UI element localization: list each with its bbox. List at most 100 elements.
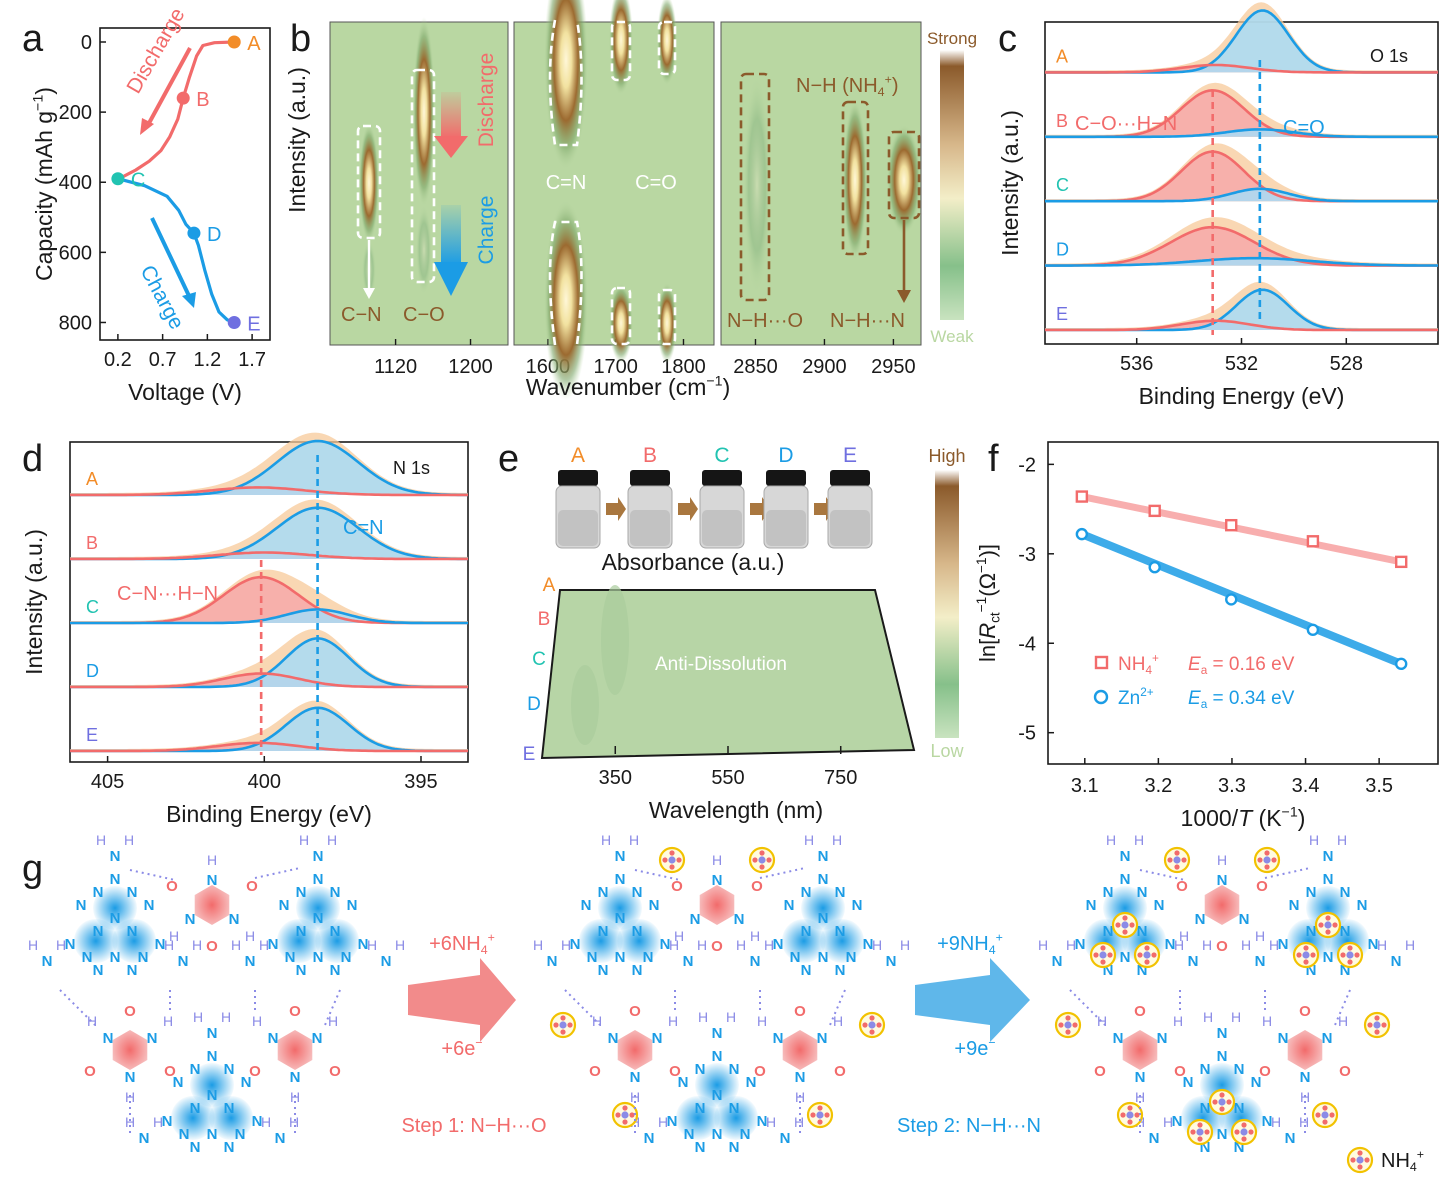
peak-line-red-d-B — [70, 551, 468, 561]
atom-H: H — [1173, 1013, 1183, 1029]
sample-label-d-D: D — [86, 661, 99, 681]
amine-N: N — [780, 1130, 791, 1147]
nh4-ion — [658, 846, 686, 874]
atom-O: O — [246, 878, 258, 895]
atom-H: H — [328, 1013, 338, 1029]
nh4-h — [1122, 915, 1128, 921]
nh4-ion — [858, 1011, 886, 1039]
nh4-h — [567, 1022, 573, 1028]
data-point-nh — [1395, 555, 1408, 569]
amine-H: H — [658, 1114, 668, 1130]
atom-N: N — [1234, 1139, 1245, 1156]
h-bond — [254, 867, 301, 879]
legend-marker-zn — [1093, 689, 1109, 705]
atom-O: O — [164, 1063, 176, 1080]
atom-N: N — [1103, 923, 1114, 940]
box-co-4 — [657, 288, 677, 346]
atom-N: N — [125, 1069, 136, 1086]
box-nh-o — [739, 72, 771, 302]
amine-H: H — [1337, 832, 1347, 848]
legend-label-zn: Zn2+ — [1118, 686, 1154, 709]
xtick-label-f: 3.3 — [1218, 775, 1246, 797]
nh4-h — [1167, 857, 1173, 863]
atom-N: N — [290, 1069, 301, 1086]
peak-fill-blue-c-C — [1045, 188, 1438, 202]
amine-H: H — [533, 937, 543, 953]
nh4-h — [869, 1015, 875, 1021]
atom-N: N — [224, 1139, 235, 1156]
nh4-h — [622, 1119, 628, 1125]
atom-N: N — [695, 1139, 706, 1156]
ring-shade — [315, 919, 360, 963]
atom-N: N — [190, 1100, 201, 1117]
xtick-label-d: 395 — [404, 771, 437, 793]
arrowhead-cn — [363, 288, 375, 299]
amine-H: H — [1174, 937, 1184, 953]
panel-label-a: a — [22, 18, 44, 60]
xtick-label-a: 1.7 — [238, 349, 266, 371]
h-bond — [129, 869, 176, 881]
point-label-E: E — [247, 313, 260, 335]
peak-line-red-c-E — [1045, 319, 1438, 332]
nh4-h — [1271, 857, 1277, 863]
ring-shade — [73, 919, 118, 963]
atom-N: N — [138, 949, 149, 966]
nh4-h — [1174, 850, 1180, 856]
atom-N: N — [835, 962, 846, 979]
legend-ea-zn: Ea = 0.34 eV — [1188, 688, 1295, 711]
nh4-h — [1151, 952, 1157, 958]
atom-O: O — [1339, 1063, 1351, 1080]
sample-label-d-B: B — [86, 533, 98, 553]
peak-line-red-c-A — [1045, 63, 1438, 74]
atom-N: N — [801, 923, 812, 940]
ytick-label-a: 600 — [59, 242, 92, 264]
band-label-nh-n: N−H···N — [830, 310, 905, 332]
atom-N: N — [690, 911, 701, 928]
nh4-h — [1357, 1150, 1363, 1156]
atom-N: N — [1234, 1061, 1245, 1078]
nh4-n — [1218, 1098, 1226, 1106]
nh4-h — [1122, 929, 1128, 935]
atom-N: N — [1086, 897, 1097, 914]
xlabel-b: Wavenumber (cm−1) — [526, 373, 731, 400]
amine-N: N — [245, 953, 256, 970]
atom-O: O — [589, 1063, 601, 1080]
atom-H: H — [169, 928, 179, 944]
ring-shade — [699, 885, 735, 925]
atom-N: N — [746, 1074, 757, 1091]
ring-shade — [714, 1096, 759, 1140]
atom-N: N — [835, 923, 846, 940]
atom-N: N — [1075, 936, 1086, 953]
atom-N: N — [296, 884, 307, 901]
nh4-n — [1173, 856, 1181, 864]
ring-shade — [617, 1030, 653, 1070]
atom-N: N — [1103, 962, 1114, 979]
nh4-h — [817, 1105, 823, 1111]
atom-O: O — [751, 878, 763, 895]
amine-H: H — [221, 1009, 231, 1025]
atom-O: O — [329, 1063, 341, 1080]
charge-label-b: Charge — [475, 196, 498, 265]
atom-N: N — [110, 949, 121, 966]
atom-N: N — [312, 1030, 323, 1047]
series-line-discharge — [117, 40, 235, 181]
atom-N: N — [598, 962, 609, 979]
atom-N: N — [1120, 949, 1131, 966]
nh4-n — [758, 856, 766, 864]
row-label-A: A — [543, 575, 556, 596]
amine-N: N — [750, 953, 761, 970]
ring-shade — [801, 886, 845, 930]
atom-N: N — [1113, 1030, 1124, 1047]
sample-label-c-A: A — [1056, 46, 1068, 66]
amine-H: H — [1202, 937, 1212, 953]
box-co-1 — [610, 20, 632, 82]
nh4-h — [1322, 1119, 1328, 1125]
nh4-h — [1264, 850, 1270, 856]
ring-shade — [296, 886, 340, 930]
discharge-arrowhead — [140, 118, 154, 135]
atom-N: N — [127, 962, 138, 979]
ytick-label-a: 400 — [59, 172, 92, 194]
